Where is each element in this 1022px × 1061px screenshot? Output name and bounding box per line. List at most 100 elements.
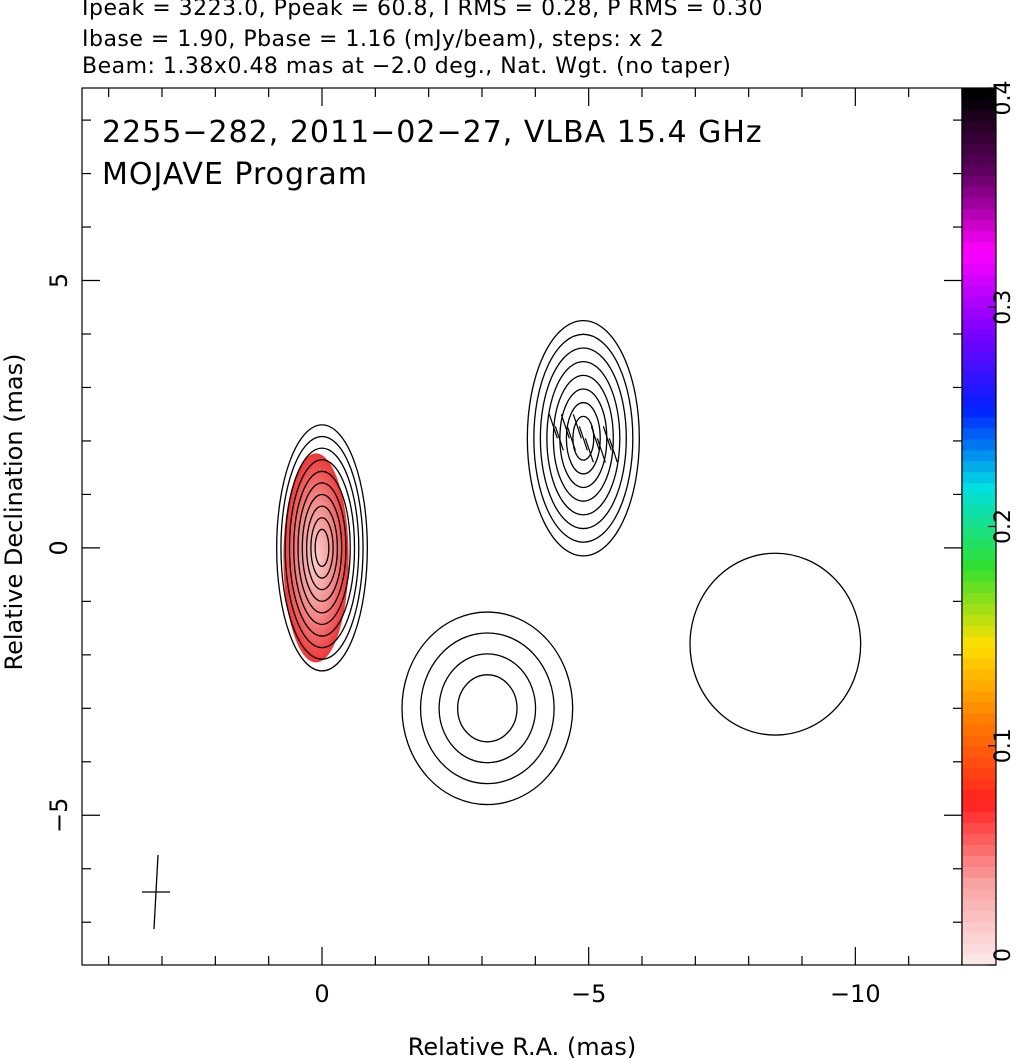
knot-north-west-contour: [526, 319, 640, 557]
colorbar-swatch: [962, 701, 996, 714]
colorbar-swatch: [962, 679, 996, 692]
evpa-vector: [566, 426, 576, 451]
colorbar-swatch: [962, 581, 996, 593]
colorbar-swatch: [962, 230, 996, 243]
evpa-vector: [608, 438, 618, 463]
southern-jet-contour: [438, 653, 537, 764]
evpa-vector: [560, 414, 570, 439]
colorbar-swatch: [962, 482, 996, 495]
knot-north-west-contour: [533, 333, 634, 543]
colorbar-swatch: [962, 197, 996, 210]
colorbar-swatch: [962, 734, 996, 747]
colorbar-swatch: [962, 296, 996, 308]
southern-jet-contour: [457, 674, 518, 743]
colorbar-swatch: [962, 614, 996, 626]
colorbar-swatch: [962, 899, 996, 911]
colorbar-swatch: [962, 723, 996, 736]
colorbar-swatch: [962, 592, 996, 604]
knot-north-west-contour: [572, 415, 595, 461]
colorbar-swatch: [962, 559, 996, 571]
colorbar-swatch: [962, 351, 996, 363]
colorbar-swatch: [962, 855, 996, 867]
colorbar-swatch: [962, 603, 996, 615]
colorbar-swatch: [962, 98, 996, 111]
colorbar-swatch: [962, 241, 996, 254]
x-axis-label: Relative R.A. (mas): [408, 1033, 636, 1061]
colorbar-swatch: [962, 778, 996, 791]
colorbar-tick-label: 0: [991, 948, 1016, 962]
colorbar-swatch: [962, 515, 996, 528]
colorbar-swatch: [962, 690, 996, 703]
colorbar-swatch: [962, 416, 996, 429]
colorbar-swatch: [962, 658, 996, 670]
core-contour: [314, 528, 330, 568]
colorbar-swatch: [962, 394, 996, 407]
colorbar-swatch: [962, 142, 996, 155]
colorbar-swatch: [962, 307, 996, 319]
colorbar-swatch: [962, 789, 996, 802]
colorbar-swatch: [962, 712, 996, 725]
southern-jet-contour: [419, 632, 555, 785]
colorbar-swatch: [962, 340, 996, 352]
colorbar-swatch: [962, 449, 996, 462]
southern-jet-contour: [401, 611, 574, 806]
colorbar-swatch: [962, 471, 996, 484]
x-tick-label: 0: [314, 980, 329, 1008]
evpa-vector: [602, 426, 612, 451]
colorbar-swatch: [962, 570, 996, 582]
axis-ticks: 0 −5 −10 5 0 −5: [45, 88, 963, 1008]
core-contour: [276, 424, 368, 672]
colorbar-swatch: [962, 175, 996, 188]
colorbar-tick-label: 0.3: [991, 290, 1016, 325]
colorbar-swatch: [962, 932, 996, 944]
knot-north-west-contour: [565, 402, 601, 475]
colorbar-swatch: [962, 822, 996, 835]
knot-north-west-contour: [539, 347, 627, 530]
colorbar-swatch: [962, 954, 996, 966]
colorbar-swatch: [962, 767, 996, 780]
core-contour: [284, 447, 360, 649]
evpa-vector: [548, 414, 558, 439]
beam-major-axis: [153, 854, 159, 930]
colorbar-swatch: [962, 548, 996, 560]
colorbar-swatch: [962, 647, 996, 659]
colorbar-swatch: [962, 88, 996, 100]
core-contour: [305, 505, 339, 591]
chart-title: 2255−282, 2011−02−27, VLBA 15.4 GHz: [102, 115, 763, 150]
evpa-vector: [572, 414, 582, 439]
colorbar-swatch: [962, 153, 996, 166]
colorbar-tick-label: 0.1: [991, 728, 1016, 763]
colorbar-swatch: [962, 800, 996, 813]
header-line-beam: Beam: 1.38x0.48 mas at −2.0 deg., Nat. W…: [82, 54, 732, 79]
evpa-vector: [584, 438, 594, 463]
y-tick-label: 5: [45, 273, 73, 288]
header-line-base: Ibase = 1.90, Pbase = 1.16 (mJy/beam), s…: [82, 27, 665, 52]
colorbar-swatch: [962, 460, 996, 473]
y-axis-label: Relative Declination (mas): [0, 353, 28, 670]
evpa-vector: [578, 426, 588, 451]
colorbar-swatch: [962, 493, 996, 506]
y-tick-label: 0: [45, 540, 73, 555]
colorbar-swatch: [962, 131, 996, 144]
colorbar-swatch: [962, 109, 996, 122]
colorbar-swatch: [962, 921, 996, 933]
evpa-vector: [596, 438, 606, 463]
core-contour: [301, 493, 343, 602]
evpa-vector: [554, 426, 564, 451]
colorbar-swatch: [962, 636, 996, 648]
colorbar-swatch: [962, 537, 996, 550]
colorbar-swatch: [962, 877, 996, 889]
colorbar-swatch: [962, 625, 996, 637]
core-contour: [280, 435, 364, 660]
y-tick-label: −5: [45, 798, 73, 833]
colorbar-ticks: 0 0.1 0.2 0.3 0.4: [988, 81, 1016, 966]
knot-north-west-contour: [552, 374, 614, 502]
colorbar-tick-label: 0.2: [991, 509, 1016, 544]
colorbar-swatch: [962, 164, 996, 177]
colorbar-swatch: [962, 252, 996, 264]
colorbar-swatch: [962, 274, 996, 286]
colorbar-swatch: [962, 208, 996, 221]
colorbar: [961, 87, 997, 966]
x-tick-label: −10: [830, 980, 881, 1008]
